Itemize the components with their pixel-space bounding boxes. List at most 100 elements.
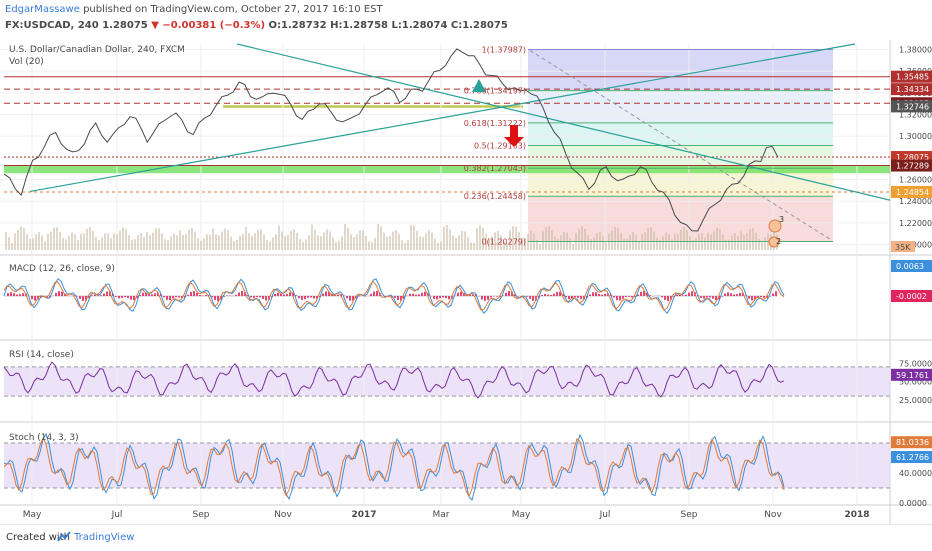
volume-bar	[419, 236, 421, 250]
volume-bar	[338, 241, 340, 250]
macd-histogram-bar	[304, 296, 306, 299]
volume-bar	[545, 227, 547, 250]
macd-histogram-bar	[151, 294, 153, 296]
macd-histogram-bar	[154, 293, 156, 296]
macd-histogram-bar	[370, 294, 372, 296]
volume-bar	[113, 233, 115, 250]
volume-bar	[617, 228, 619, 250]
volume-bar	[215, 234, 217, 250]
volume-bar	[251, 236, 253, 250]
volume-bar	[731, 236, 733, 250]
volume-bar	[119, 231, 121, 250]
volume-bar	[359, 230, 361, 250]
macd-histogram-bar	[409, 294, 411, 296]
volume-bar	[614, 227, 616, 250]
volume-bar	[143, 237, 145, 250]
macd-histogram-bar	[241, 291, 243, 296]
volume-bar	[296, 233, 298, 250]
volume-bar	[272, 237, 274, 250]
volume-bar	[14, 233, 16, 250]
volume-bar	[623, 239, 625, 250]
fib-level-label: 0.5(1.29133)	[474, 142, 526, 151]
macd-histogram-bar	[448, 296, 450, 299]
volume-bar	[572, 244, 574, 250]
volume-bar	[635, 235, 637, 250]
macd-histogram-bar	[415, 295, 417, 296]
volume-bar	[197, 238, 199, 250]
macd-histogram-bar	[82, 296, 84, 301]
macd-histogram-bar	[196, 293, 198, 296]
macd-histogram-bar	[190, 292, 192, 296]
macd-histogram-bar	[550, 295, 552, 296]
volume-bar	[404, 243, 406, 250]
volume-bar	[164, 239, 166, 250]
macd-histogram-bar	[715, 296, 717, 300]
macd-histogram-bar	[508, 291, 510, 296]
volume-bar	[464, 232, 466, 250]
macd-histogram-bar	[253, 296, 255, 298]
macd-histogram-bar	[142, 293, 144, 296]
volume-bar	[341, 237, 343, 250]
volume-bar	[446, 225, 448, 250]
volume-bar	[242, 234, 244, 250]
macd-histogram-bar	[337, 295, 339, 296]
volume-bar	[578, 229, 580, 250]
volume-bar	[695, 238, 697, 250]
chart-canvas[interactable]: 1(1.37987)0.786(1.34197)0.618(1.31222)0.…	[0, 40, 932, 524]
macd-histogram-bar	[106, 292, 108, 296]
x-tick-label: Sep	[193, 510, 210, 520]
macd-histogram-bar	[298, 296, 300, 298]
volume-bar	[713, 231, 715, 250]
macd-histogram-bar	[100, 295, 102, 296]
volume-bar	[239, 236, 241, 250]
macd-histogram-bar	[703, 296, 705, 299]
volume-bar	[560, 236, 562, 250]
tradingview-link[interactable]: TradingView	[74, 532, 134, 543]
volume-bar	[461, 231, 463, 250]
macd-histogram-bar	[130, 296, 132, 300]
macd-histogram-bar	[709, 296, 711, 297]
volume-bar	[449, 229, 451, 250]
macd-histogram-bar	[505, 293, 507, 296]
volume-bar	[182, 235, 184, 250]
high-value: H:1.28758	[330, 20, 388, 31]
macd-histogram-bar	[421, 293, 423, 296]
macd-histogram-bar	[172, 296, 174, 299]
volume-bar	[44, 242, 46, 250]
stoch-title: Stoch (14, 3, 3)	[9, 433, 79, 443]
volume-bar	[650, 227, 652, 250]
volume-bar	[335, 242, 337, 250]
volume-bar	[386, 237, 388, 250]
x-tick-label: 2017	[351, 510, 376, 520]
volume-bar	[470, 242, 472, 250]
fib-level-label: 0.382(1.27043)	[464, 164, 526, 173]
author-link[interactable]: EdgarMassawe	[5, 4, 80, 15]
macd-histogram-bar	[22, 293, 24, 296]
volume-bar	[140, 233, 142, 250]
volume-bar	[170, 237, 172, 250]
macd-histogram-bar	[121, 296, 123, 298]
volume-bar	[365, 236, 367, 250]
volume-bar	[71, 232, 73, 250]
volume-bar	[200, 241, 202, 250]
macd-histogram-bar	[625, 296, 627, 297]
macd-histogram-bar	[712, 296, 714, 299]
volume-bar	[311, 224, 313, 250]
volume-bar	[569, 238, 571, 250]
volume-bar	[254, 233, 256, 250]
volume-bar	[542, 231, 544, 250]
macd-histogram-bar	[730, 293, 732, 296]
volume-bar	[599, 232, 601, 250]
volume-bar	[176, 235, 178, 250]
stoch-tick-label: 40.0000	[899, 469, 932, 478]
volume-bar	[371, 242, 373, 250]
volume-bar	[104, 233, 106, 250]
rsi-value-text: 59.1761	[896, 371, 929, 380]
macd-histogram-bar	[595, 292, 597, 296]
price-tag-text: 1.34334	[896, 85, 929, 94]
macd-histogram-bar	[274, 294, 276, 296]
volume-bar	[452, 235, 454, 250]
volume-bar	[362, 230, 364, 250]
x-tick-label: May	[23, 510, 42, 520]
macd-histogram-bar	[532, 296, 534, 301]
